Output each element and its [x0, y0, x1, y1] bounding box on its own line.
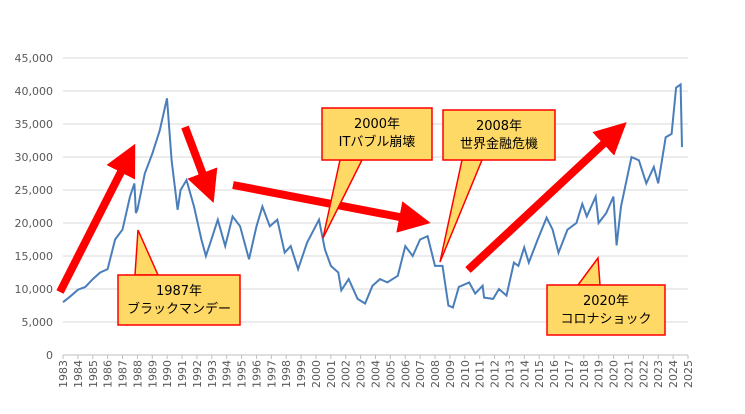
y-tick-label: 20,000 — [15, 217, 54, 230]
x-tick-label: 2023 — [652, 360, 665, 388]
callout-text: 世界金融危機 — [460, 136, 538, 152]
x-tick-label: 2000 — [310, 360, 323, 388]
x-tick-label: 2015 — [533, 360, 546, 388]
x-tick-label: 1991 — [176, 360, 189, 388]
y-tick-label: 15,000 — [15, 250, 54, 263]
x-tick-label: 1996 — [250, 360, 263, 388]
x-tick-label: 2016 — [548, 360, 561, 388]
x-tick-label: 2007 — [414, 360, 427, 388]
callout-seam — [548, 286, 664, 334]
callout-text: ブラックマンデー — [127, 301, 231, 317]
callout-text: コロナショック — [560, 312, 651, 327]
y-tick-label: 25,000 — [15, 184, 54, 197]
y-tick-label: 45,000 — [15, 52, 54, 65]
x-tick-label: 1999 — [295, 360, 308, 388]
callout-text: 2000年 — [354, 117, 400, 132]
x-tick-label: 2020 — [608, 360, 621, 388]
arrow — [465, 122, 627, 273]
arrow — [56, 143, 136, 294]
x-tick-label: 1985 — [87, 360, 100, 388]
callout-text: 2008年 — [476, 119, 522, 134]
callout-pointer — [576, 255, 601, 286]
x-tick-label: 2011 — [474, 360, 487, 388]
y-tick-label: 10,000 — [15, 283, 54, 296]
x-tick-label: 2019 — [593, 360, 606, 388]
x-tick-label: 2001 — [325, 360, 338, 388]
y-tick-label: 35,000 — [15, 118, 54, 131]
callout-pointer — [439, 159, 484, 263]
callout-pointer — [322, 159, 364, 239]
x-tick-label: 1983 — [57, 360, 70, 388]
x-tick-label: 1998 — [280, 360, 293, 388]
x-tick-label: 1986 — [102, 360, 115, 388]
series-line — [62, 82, 683, 309]
x-tick-label: 2002 — [340, 360, 353, 388]
callout-pointer — [134, 229, 160, 276]
x-tick-label: 2004 — [370, 360, 383, 388]
x-tick-label: 1995 — [236, 360, 249, 388]
x-tick-label: 2012 — [489, 360, 502, 388]
x-tick-label: 2018 — [578, 360, 591, 388]
x-tick-label: 2024 — [667, 360, 680, 388]
x-tick-label: 1994 — [221, 360, 234, 388]
x-tick-label: 2013 — [503, 360, 516, 388]
y-tick-label: 0 — [46, 349, 53, 362]
y-tick-label: 30,000 — [15, 151, 54, 164]
x-tick-label: 2010 — [459, 360, 472, 388]
x-tick-label: 1984 — [72, 360, 85, 388]
x-tick-label: 1988 — [131, 360, 144, 388]
callout-text: 1987年 — [156, 284, 202, 299]
callout-text: ITバブル崩壊 — [339, 134, 416, 150]
x-tick-label: 2006 — [399, 360, 412, 388]
x-tick-label: 2021 — [622, 360, 635, 388]
callout-seam — [323, 109, 431, 159]
callout-seam — [119, 276, 239, 324]
x-tick-label: 1987 — [117, 360, 130, 388]
y-tick-label: 5,000 — [22, 316, 54, 329]
arrow — [232, 181, 431, 233]
trend-arrows — [56, 122, 627, 294]
x-tick-label: 2005 — [384, 360, 397, 388]
x-tick-label: 1992 — [191, 360, 204, 388]
x-tick-label: 2025 — [682, 360, 695, 388]
arrow — [181, 125, 218, 203]
x-tick-label: 1990 — [161, 360, 174, 388]
x-tick-label: 2017 — [563, 360, 576, 388]
x-tick-label: 2009 — [444, 360, 457, 388]
callout-seam — [444, 111, 554, 159]
x-tick-label: 2008 — [429, 360, 442, 388]
callout-text: 2020年 — [583, 294, 629, 309]
x-tick-label: 1993 — [206, 360, 219, 388]
x-tick-label: 1997 — [265, 360, 278, 388]
x-tick-label: 1989 — [146, 360, 159, 388]
y-tick-label: 40,000 — [15, 85, 54, 98]
x-tick-label: 2022 — [637, 360, 650, 388]
x-tick-label: 2014 — [518, 360, 531, 388]
x-tick-label: 2003 — [355, 360, 368, 388]
